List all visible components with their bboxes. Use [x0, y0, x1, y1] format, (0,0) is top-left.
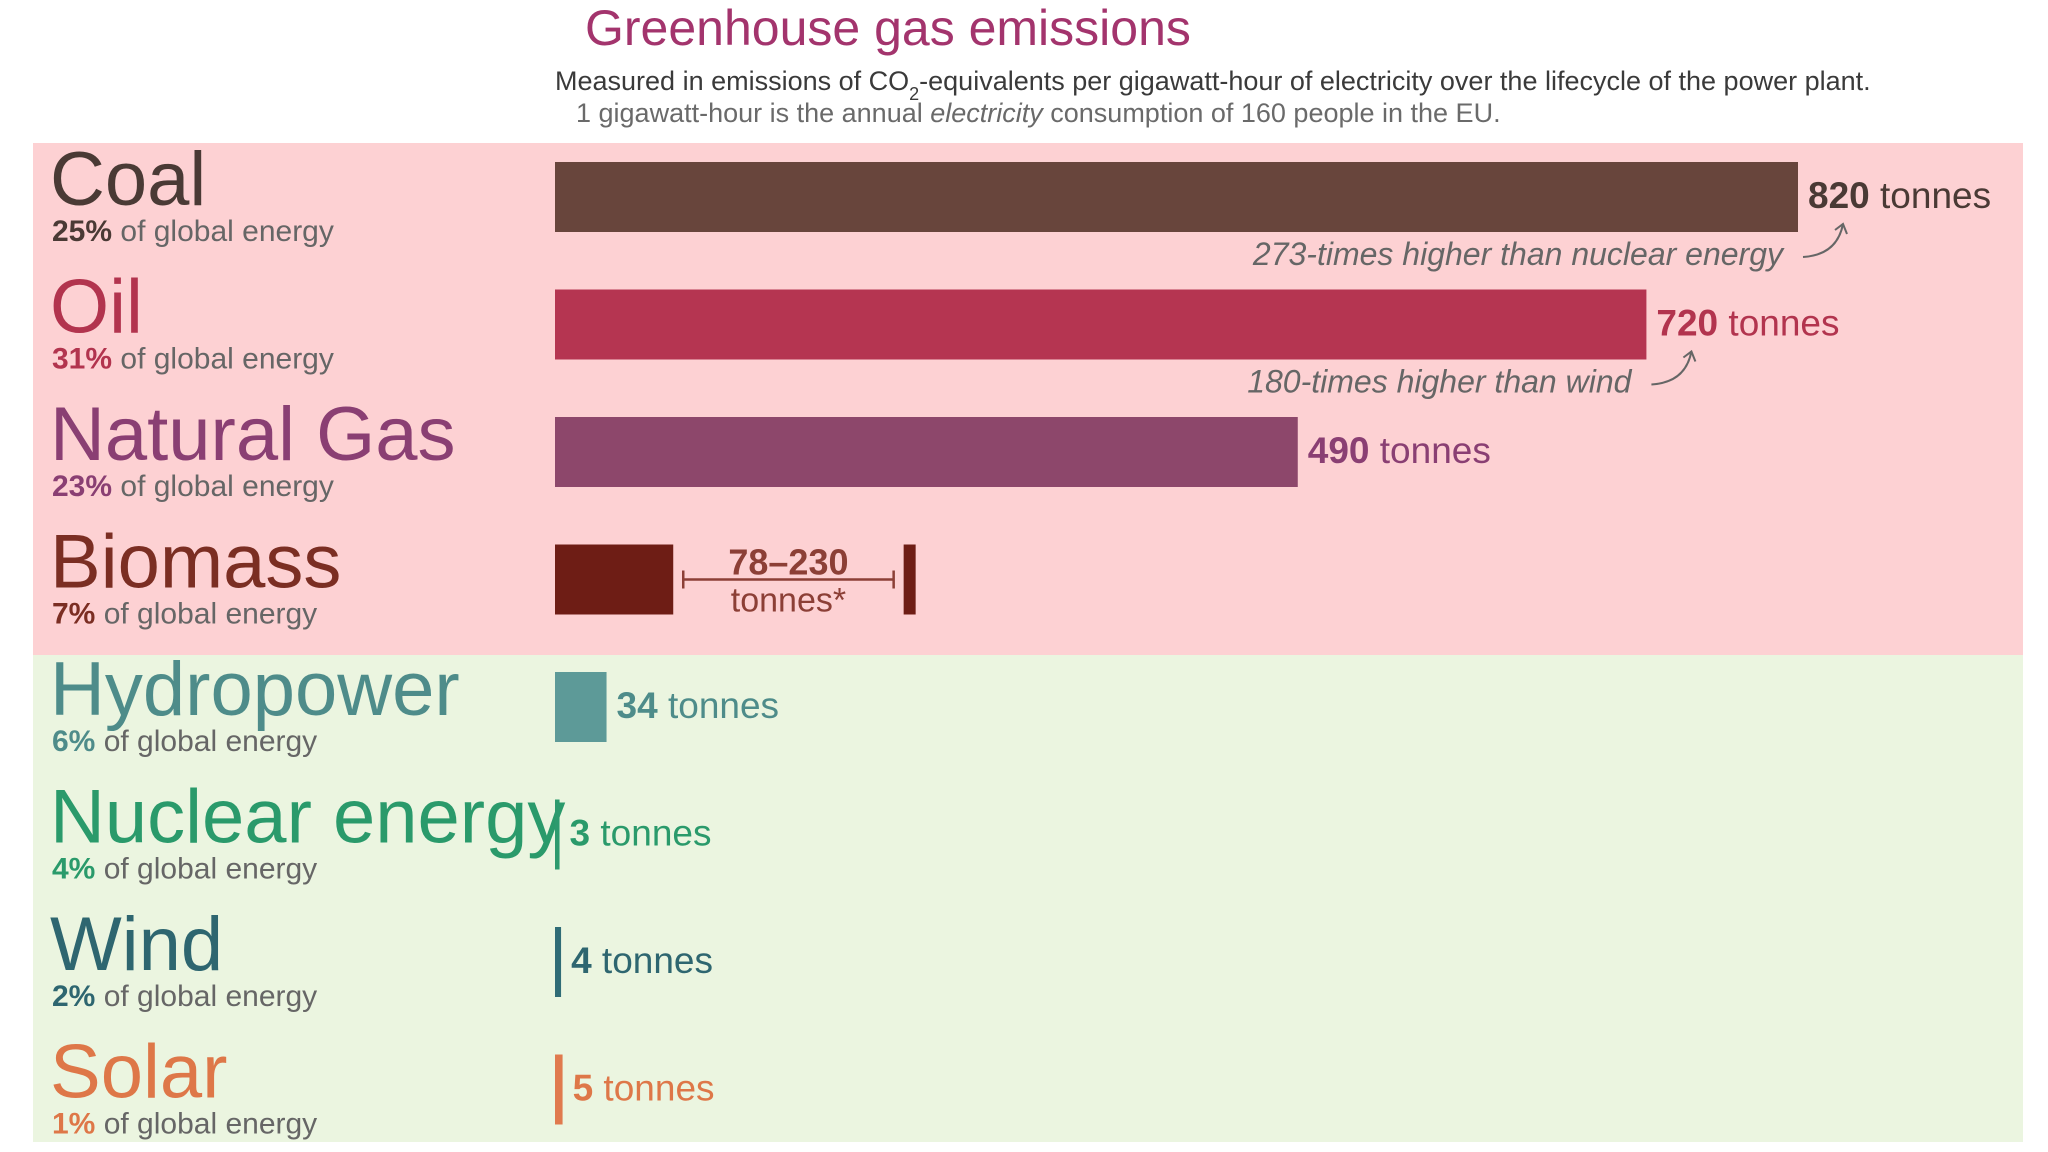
value-unit-nuclear-energy: tonnes	[590, 813, 711, 854]
value-number-oil: 720	[1656, 303, 1718, 344]
share-hydropower: 6% of global energy	[52, 725, 317, 758]
share-text-hydropower: of global energy	[95, 725, 317, 758]
share-coal: 25% of global energy	[52, 215, 334, 248]
share-pct-oil: 31%	[52, 343, 112, 376]
subtitle-subscript: 2	[909, 84, 919, 104]
label-nuclear-energy: Nuclear energy	[50, 775, 565, 860]
label-wind: Wind	[50, 902, 223, 987]
annotation-arrow-oil	[1651, 351, 1693, 386]
note-part-1: 1 gigawatt-hour is the annual	[576, 98, 930, 128]
bar-solar	[555, 1054, 563, 1125]
bar-nuclear-energy	[555, 799, 560, 870]
label-coal: Coal	[50, 137, 206, 222]
share-pct-hydropower: 6%	[52, 725, 95, 758]
share-pct-biomass: 7%	[52, 598, 95, 631]
label-biomass: Biomass	[50, 520, 341, 605]
share-text-oil: of global energy	[112, 343, 334, 376]
value-unit-natural-gas: tonnes	[1370, 430, 1491, 471]
range-high-marker	[903, 544, 916, 615]
value-number-natural-gas: 490	[1308, 430, 1370, 471]
share-text-natural-gas: of global energy	[112, 470, 334, 503]
bar-natural-gas	[555, 417, 1298, 487]
range-unit: tonnes*	[731, 582, 846, 620]
share-text-coal: of global energy	[112, 215, 334, 248]
label-solar: Solar	[50, 1030, 227, 1115]
annotation-arrowhead-coal	[1834, 222, 1848, 235]
chart-title: Greenhouse gas emissions	[585, 0, 1191, 56]
annotation-coal: 273-times higher than nuclear energy	[1252, 236, 1785, 272]
share-text-wind: of global energy	[95, 980, 317, 1013]
note-part-2: electricity	[930, 98, 1044, 128]
share-solar: 1% of global energy	[52, 1108, 317, 1141]
value-number-nuclear-energy: 3	[570, 813, 591, 854]
share-pct-coal: 25%	[52, 215, 112, 248]
bar-oil	[555, 289, 1647, 360]
value-unit-coal: tonnes	[1870, 175, 1991, 216]
value-unit-hydropower: tonnes	[658, 685, 779, 726]
share-oil: 31% of global energy	[52, 343, 334, 376]
bar-hydropower	[555, 672, 607, 742]
share-pct-solar: 1%	[52, 1108, 95, 1141]
value-unit-oil: tonnes	[1718, 303, 1839, 344]
share-natural-gas: 23% of global energy	[52, 470, 334, 503]
chart-note: 1 gigawatt-hour is the annual electricit…	[576, 98, 1501, 128]
value-label-solar: 5 tonnes	[573, 1068, 715, 1109]
value-label-wind: 4 tonnes	[571, 940, 713, 981]
annotation-arrow-coal	[1802, 223, 1844, 258]
value-label-coal: 820 tonnes	[1808, 175, 1991, 216]
value-label-oil: 720 tonnes	[1656, 303, 1839, 344]
value-unit-solar: tonnes	[593, 1068, 714, 1109]
value-label-hydropower: 34 tonnes	[617, 685, 780, 726]
subtitle-part-1: Measured in emissions of CO	[555, 66, 909, 96]
value-label-nuclear-energy: 3 tonnes	[570, 813, 712, 854]
share-nuclear-energy: 4% of global energy	[52, 853, 317, 886]
share-wind: 2% of global energy	[52, 980, 317, 1013]
subtitle-part-2: -equivalents per gigawatt-hour of electr…	[919, 66, 1871, 96]
value-number-wind: 4	[571, 940, 592, 981]
range-label: 78–230	[728, 542, 848, 583]
bar-biomass	[555, 544, 674, 615]
share-text-nuclear-energy: of global energy	[95, 853, 317, 886]
share-text-biomass: of global energy	[95, 598, 317, 631]
background-low-carbon	[33, 655, 2023, 1142]
share-pct-wind: 2%	[52, 980, 95, 1013]
share-biomass: 7% of global energy	[52, 598, 317, 631]
value-number-coal: 820	[1808, 175, 1870, 216]
share-text-solar: of global energy	[95, 1108, 317, 1141]
chart-subtitle: Measured in emissions of CO2-equivalents…	[555, 66, 1871, 104]
value-unit-wind: tonnes	[592, 940, 713, 981]
label-hydropower: Hydropower	[50, 647, 460, 732]
value-number-hydropower: 34	[617, 685, 659, 726]
label-natural-gas: Natural Gas	[50, 392, 456, 477]
share-pct-natural-gas: 23%	[52, 470, 112, 503]
annotation-arrowhead-oil	[1682, 349, 1697, 362]
bar-wind	[555, 927, 562, 997]
annotation-oil: 180-times higher than wind	[1247, 364, 1632, 400]
bar-coal	[555, 162, 1798, 232]
label-oil: Oil	[50, 265, 143, 350]
share-pct-nuclear-energy: 4%	[52, 853, 95, 886]
note-part-3: consumption of 160 people in the EU.	[1043, 98, 1501, 128]
value-number-solar: 5	[573, 1068, 594, 1109]
value-label-natural-gas: 490 tonnes	[1308, 430, 1491, 471]
